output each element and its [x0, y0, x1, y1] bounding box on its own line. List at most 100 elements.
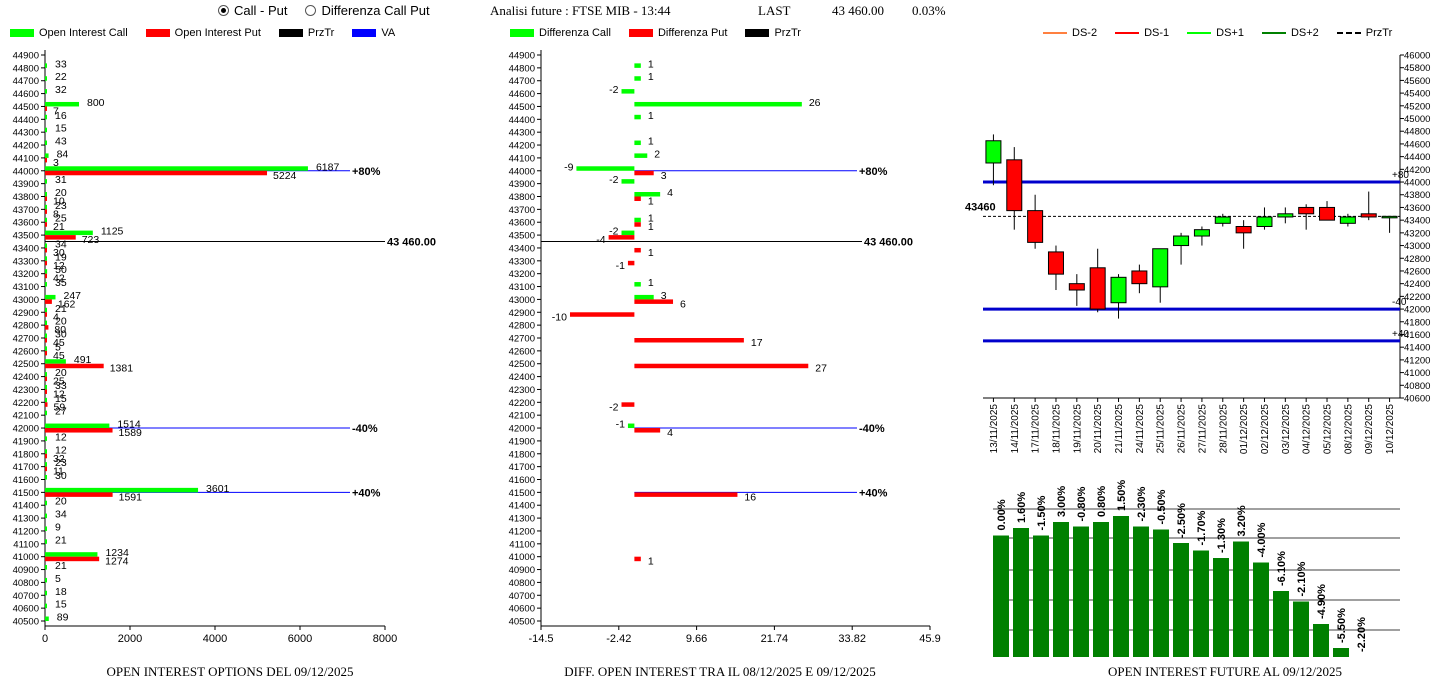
call-diff-value-label: 1 — [648, 71, 654, 83]
y-tick-label: 41900 — [13, 436, 39, 447]
y-tick-label: 44300 — [13, 128, 39, 139]
x-tick-label: 45.9 — [919, 633, 940, 645]
candle-body — [1339, 216, 1356, 224]
y-tick-label: 42000 — [13, 424, 39, 435]
call-bar — [45, 166, 308, 171]
radio-differenza-call-put[interactable]: Differenza Call Put — [305, 3, 430, 18]
call-bar — [45, 462, 47, 467]
legend-label: DS+1 — [1216, 27, 1244, 39]
oi-bar — [1033, 535, 1049, 657]
call-value-label: 6187 — [316, 161, 340, 173]
call-diff-value-label: -2 — [609, 174, 618, 186]
call-bar — [45, 397, 47, 403]
candle-body — [1006, 159, 1023, 212]
put-value-label: 42 — [53, 273, 65, 285]
oi-bar-label: -4.00% — [1256, 522, 1268, 557]
call-diff-value-label: 2 — [654, 148, 660, 160]
y-tick-label: 45200 — [1404, 101, 1430, 112]
y-tick-label: 42800 — [13, 321, 39, 332]
candle-body — [1193, 229, 1210, 237]
y-tick-label: 41200 — [1404, 355, 1430, 366]
y-tick-label: 42100 — [13, 411, 39, 422]
page-title: Analisi future : FTSE MIB - 13:44 — [490, 3, 671, 18]
legend-label: DS-2 — [1072, 27, 1098, 39]
call-value-label: 20 — [55, 367, 67, 379]
call-bar — [45, 539, 47, 544]
call-value-label: 23 — [55, 200, 67, 212]
legend-swatch — [1043, 32, 1067, 34]
y-tick-label: 42800 — [509, 321, 535, 332]
call-value-label: 50 — [55, 264, 67, 276]
y-tick-label: 44400 — [13, 115, 39, 126]
y-tick-label: 42400 — [1404, 279, 1430, 290]
legend-label: VA — [381, 27, 396, 39]
put-diff-value-label: 3 — [661, 170, 667, 182]
call-bar — [45, 513, 47, 519]
call-bar — [45, 449, 47, 454]
call-diff-bar — [621, 230, 635, 236]
put-diff-value-label: 1 — [648, 221, 654, 233]
put-value-label: 3 — [53, 157, 59, 169]
y-tick-label: 44700 — [13, 76, 39, 87]
put-bar — [45, 466, 47, 472]
candle-body — [1089, 267, 1106, 310]
x-tick-label: 10/12/2025 — [1385, 404, 1396, 454]
x-tick-label: 9.66 — [686, 633, 707, 645]
legend-label: DS-1 — [1144, 27, 1170, 39]
y-tick-label: 42300 — [13, 385, 39, 396]
call-value-label: 1125 — [101, 226, 124, 238]
put-value-label: 30 — [53, 247, 65, 259]
oi-bar-label: -1.30% — [1216, 518, 1228, 553]
oi-bar-label: -6.10% — [1276, 551, 1288, 586]
put-diff-value-label: -1 — [616, 260, 625, 272]
call-value-label: 20 — [55, 316, 67, 328]
y-tick-label: 43600 — [509, 218, 535, 229]
radio-call-put[interactable]: Call - Put — [218, 3, 287, 18]
legend-swatch — [352, 29, 377, 37]
call-diff-bar — [634, 63, 641, 68]
call-bar — [45, 230, 93, 236]
reference-line-label: +80% — [859, 166, 888, 178]
put-bar — [45, 106, 47, 111]
oi-bar — [1173, 543, 1189, 657]
y-tick-label: 44900 — [509, 51, 535, 62]
legend-swatch — [1336, 32, 1361, 34]
oi-bar — [1233, 541, 1249, 657]
put-value-label: 1589 — [119, 427, 143, 439]
candle-body — [1214, 216, 1231, 224]
x-tick-label: 19/11/2025 — [1072, 404, 1083, 454]
put-value-label: 59 — [54, 401, 66, 413]
y-tick-label: 43700 — [13, 205, 39, 216]
put-bar — [45, 312, 47, 317]
oi-bar-label: -0.80% — [1076, 486, 1088, 521]
y-tick-label: 41900 — [509, 436, 535, 447]
legend-label: PrzTr — [1365, 27, 1393, 39]
x-tick-label: 8000 — [373, 633, 397, 645]
x-tick-label: 20/11/2025 — [1093, 404, 1104, 454]
call-value-label: 491 — [74, 354, 92, 366]
y-tick-label: 42900 — [13, 308, 39, 319]
y-tick-label: 43600 — [1404, 203, 1430, 214]
legend-diff: Differenza Call Differenza Put PrzTr — [510, 27, 819, 39]
put-bar — [45, 389, 47, 394]
legend-label: Differenza Put — [657, 27, 728, 39]
x-tick-label: 0 — [42, 633, 48, 645]
put-bar — [45, 299, 52, 304]
put-diff-value-label: 17 — [751, 337, 763, 349]
y-tick-label: 43400 — [13, 243, 39, 254]
call-value-label: 16 — [55, 110, 67, 122]
y-tick-label: 42800 — [1404, 254, 1430, 265]
y-tick-label: 43800 — [13, 192, 39, 203]
x-tick-label: 09/12/2025 — [1364, 404, 1375, 454]
put-bar — [45, 273, 47, 279]
put-diff-value-label: 16 — [744, 491, 756, 503]
put-diff-value-label: 6 — [680, 298, 686, 310]
put-diff-bar — [621, 402, 635, 407]
oi-bar-label: -2.20% — [1356, 617, 1368, 652]
put-diff-bar — [634, 363, 809, 369]
reference-line-label: 43 460.00 — [864, 237, 913, 249]
x-tick-label: 28/11/2025 — [1218, 404, 1229, 454]
call-diff-value-label: 1 — [648, 277, 654, 289]
y-tick-label: 42000 — [1404, 305, 1430, 316]
y-tick-label: 41100 — [13, 539, 39, 550]
